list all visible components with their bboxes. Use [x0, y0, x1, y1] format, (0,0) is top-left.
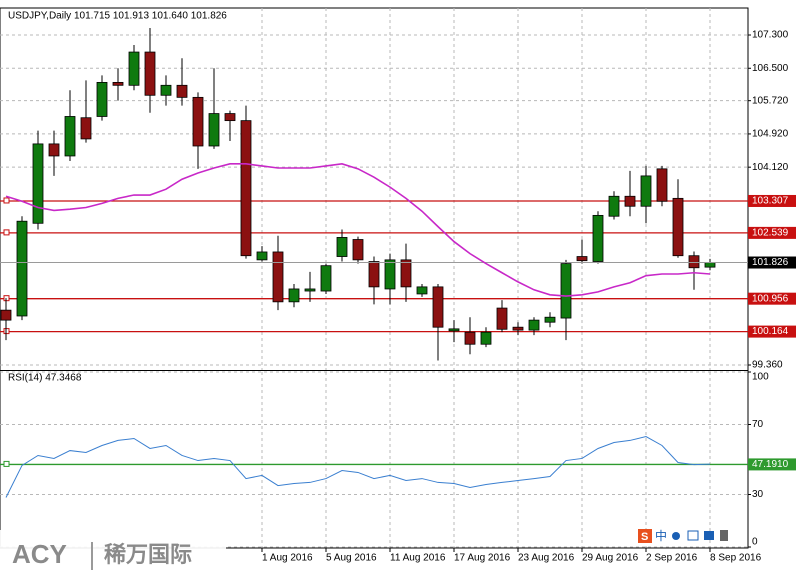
- candle-body: [608, 195, 620, 217]
- rsi-title: RSI(14) 47.3468: [8, 373, 82, 384]
- candle-body: [144, 51, 156, 96]
- level-box: [748, 292, 796, 305]
- level-box: [748, 325, 796, 338]
- watermark-box: [0, 530, 226, 579]
- watermark: ACY 稀万国际: [0, 530, 226, 579]
- x-tick-label: 8 Sep 2016: [710, 553, 762, 564]
- toolbar-icon[interactable]: [672, 532, 680, 540]
- x-tick-label: 2 Sep 2016: [646, 553, 698, 564]
- level-anchor: [3, 460, 10, 467]
- toolbar-label: 中: [655, 528, 667, 543]
- candle-body: [160, 84, 172, 96]
- candle-body: [176, 84, 188, 98]
- candle-body: [704, 262, 716, 268]
- level-box: [748, 226, 796, 239]
- y-tick-label: 30: [752, 489, 764, 500]
- candle-body: [384, 259, 396, 290]
- candle-body: [432, 286, 444, 328]
- candle-body: [224, 113, 236, 122]
- level-box: [748, 194, 796, 207]
- level-label: 100.164: [752, 326, 789, 337]
- candle-body: [544, 316, 556, 323]
- candle-body: [80, 117, 92, 140]
- candle-body: [32, 143, 44, 224]
- candle-body: [528, 319, 540, 331]
- level-anchor: [3, 229, 10, 236]
- candle-body: [320, 265, 332, 292]
- y-tick-label: 104.120: [752, 162, 789, 173]
- candle-body: [192, 96, 204, 147]
- y-tick-label: 105.720: [752, 95, 789, 106]
- toolbar-icon[interactable]: [704, 531, 714, 540]
- candle-body: [352, 239, 364, 261]
- candle-body: [368, 261, 380, 288]
- candle-body: [128, 51, 140, 86]
- candle-body: [688, 255, 700, 269]
- candle-body: [480, 331, 492, 345]
- toolbar-icon[interactable]: [687, 530, 699, 541]
- candle-body: [656, 168, 668, 202]
- level-anchor: [3, 197, 10, 204]
- y-tick-label: 104.920: [752, 129, 789, 140]
- candle-body: [512, 326, 524, 331]
- last-price-label: 101.826: [752, 257, 789, 268]
- candle-body: [272, 251, 284, 303]
- x-tick-label: 11 Aug 2016: [390, 553, 446, 564]
- candle-body: [96, 81, 108, 117]
- x-tick-label: 29 Aug 2016: [582, 553, 639, 564]
- chart-title: USDJPY,Daily 101.715 101.913 101.640 101…: [8, 11, 227, 22]
- candle-body: [208, 113, 220, 147]
- candle-body: [640, 175, 652, 207]
- candle-body: [624, 195, 636, 207]
- toolbar-icon[interactable]: [638, 529, 652, 543]
- y-tick-label: 106.500: [752, 63, 789, 74]
- x-tick-label: 23 Aug 2016: [518, 553, 575, 564]
- candle-body: [16, 220, 28, 317]
- rsi-line: [5, 436, 711, 498]
- moving-average: [5, 163, 711, 297]
- candle-body: [256, 251, 268, 261]
- x-tick-label: 5 Aug 2016: [326, 553, 377, 564]
- candle-body: [336, 237, 348, 257]
- candle-body: [576, 256, 588, 262]
- candle-body: [112, 81, 124, 86]
- candle-body: [592, 214, 604, 262]
- candle-body: [240, 120, 252, 257]
- candle-body: [64, 116, 76, 157]
- candle-body: [672, 197, 684, 257]
- y-tick-label: 70: [752, 419, 764, 430]
- candle-body: [560, 263, 572, 319]
- level-label: 100.956: [752, 293, 789, 304]
- watermark-name: 稀万国际: [104, 542, 192, 567]
- candle-body: [288, 288, 300, 303]
- candle-body: [496, 307, 508, 330]
- x-tick-label: 17 Aug 2016: [454, 553, 511, 564]
- x-tick-label: 1 Aug 2016: [262, 553, 313, 564]
- level-label: 103.307: [752, 196, 789, 207]
- y-tick-label: 100: [752, 372, 769, 383]
- candle-body: [48, 143, 60, 157]
- level-box: [748, 458, 796, 471]
- toolbar-label: S: [641, 531, 648, 543]
- candle-body: [400, 259, 412, 288]
- level-label: 47.1910: [752, 459, 789, 470]
- level-label: 102.539: [752, 228, 789, 239]
- candle-body: [464, 331, 476, 345]
- last-price-box: [748, 256, 796, 269]
- candle-body: [0, 309, 12, 321]
- y-tick-label: 99.360: [752, 360, 783, 371]
- candle-body: [448, 328, 460, 332]
- candle-body: [304, 288, 316, 292]
- toolbar: S 中: [638, 528, 728, 543]
- y-tick-label: 107.300: [752, 30, 789, 41]
- toolbar-icon[interactable]: [720, 530, 728, 541]
- watermark-brand: ACY: [12, 539, 67, 569]
- candle-body: [416, 286, 428, 295]
- y-tick-label: 0: [752, 537, 758, 548]
